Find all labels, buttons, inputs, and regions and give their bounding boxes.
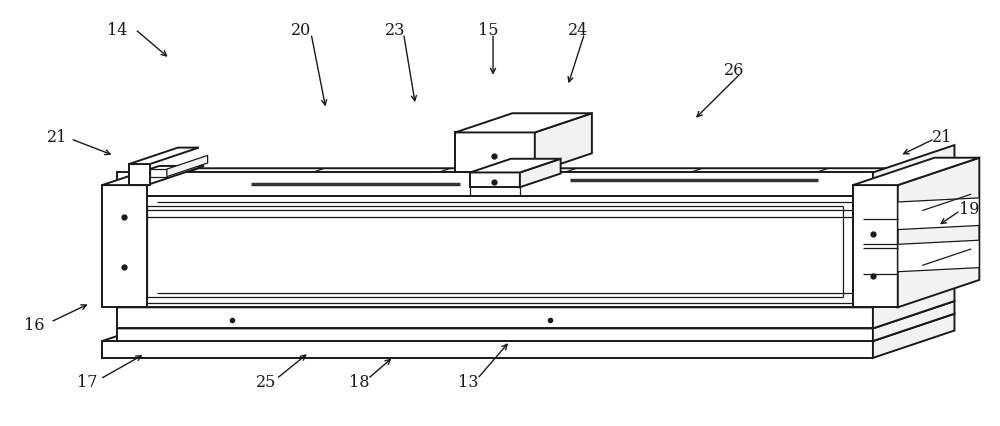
Polygon shape [873,146,954,196]
Polygon shape [117,301,954,328]
Text: 25: 25 [256,373,276,390]
Polygon shape [117,328,873,341]
Polygon shape [117,280,954,308]
Text: 20: 20 [291,22,311,39]
Polygon shape [455,133,535,173]
Text: 16: 16 [24,316,45,333]
Polygon shape [117,173,873,196]
Polygon shape [117,308,873,328]
Text: 13: 13 [458,373,478,390]
Polygon shape [898,199,979,230]
Polygon shape [535,114,592,173]
Polygon shape [873,280,954,328]
Polygon shape [117,169,954,196]
Polygon shape [520,159,561,188]
Text: 17: 17 [77,373,98,390]
Polygon shape [102,167,204,186]
Polygon shape [873,169,954,308]
Polygon shape [129,148,199,164]
Polygon shape [102,341,873,358]
Polygon shape [470,173,520,188]
Polygon shape [117,196,873,308]
Text: 23: 23 [385,22,406,39]
Polygon shape [873,301,954,341]
Text: 14: 14 [107,22,127,39]
Polygon shape [470,159,561,173]
Polygon shape [898,241,979,272]
Polygon shape [167,156,208,177]
Text: 15: 15 [478,22,498,39]
Text: 26: 26 [724,62,744,78]
Polygon shape [129,164,150,186]
Polygon shape [102,186,147,308]
Polygon shape [150,170,167,177]
Text: 21: 21 [932,129,953,146]
Text: 21: 21 [47,129,68,146]
Polygon shape [455,114,592,133]
Polygon shape [853,158,979,186]
Polygon shape [853,186,898,308]
Text: 19: 19 [959,200,980,217]
Polygon shape [102,314,954,341]
Text: 18: 18 [349,373,369,390]
Polygon shape [873,314,954,358]
Polygon shape [898,158,979,308]
Text: 24: 24 [567,22,588,39]
